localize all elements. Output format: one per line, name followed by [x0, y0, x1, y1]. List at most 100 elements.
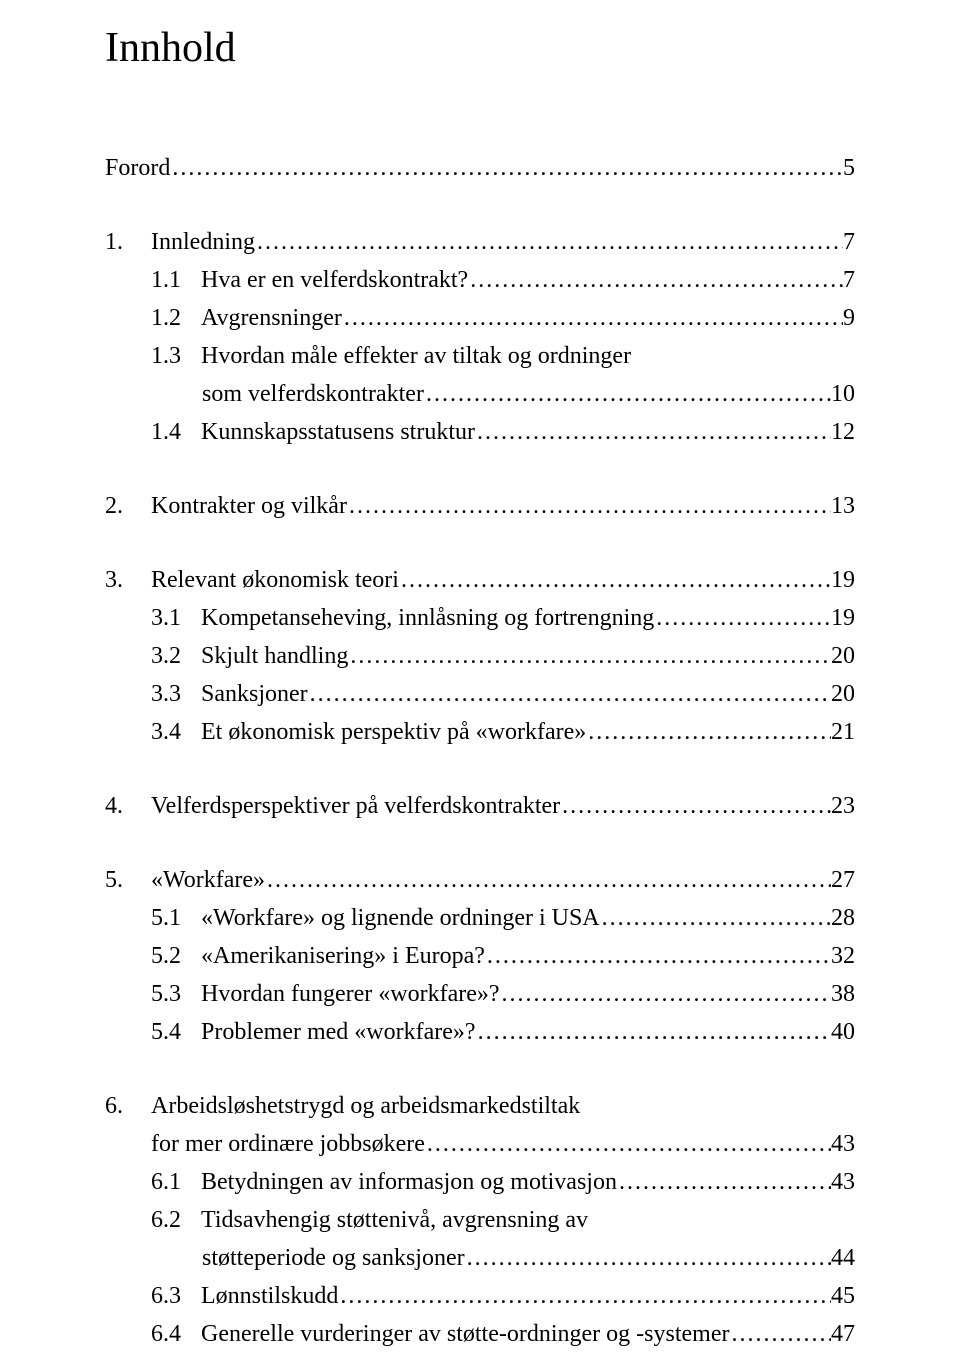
toc-gap: [105, 526, 855, 562]
toc-text: Skjult handling: [201, 643, 348, 669]
toc-text: Tidsavhengig støttenivå, avgrensning av: [201, 1207, 588, 1233]
toc-entry: 6.1Betydningen av informasjon og motivas…: [105, 1164, 855, 1200]
toc-page-number: 19: [831, 600, 855, 636]
toc-number: 2.: [105, 488, 151, 524]
toc-page-number: 20: [831, 676, 855, 712]
toc-entry: som velferdskontrakter 10: [105, 376, 855, 412]
toc-label: 3.4Et økonomisk perspektiv på «workfare»: [151, 714, 586, 750]
toc-text: Velferdsperspektiver på velferdskontrakt…: [151, 793, 560, 819]
toc-text: for mer ordinære jobbsøkere: [151, 1131, 425, 1157]
toc-label: 6.4Generelle vurderinger av støtte-ordni…: [151, 1316, 729, 1352]
toc-number: 3.2: [151, 638, 201, 674]
toc-label: 4.Velferdsperspektiver på velferdskontra…: [105, 788, 560, 824]
toc-leader-dots: [654, 600, 831, 636]
toc-entry: 2.Kontrakter og vilkår 13: [105, 488, 855, 524]
toc-page-number: 43: [831, 1126, 855, 1162]
toc-label: 6.1Betydningen av informasjon og motivas…: [151, 1164, 617, 1200]
toc-number: 6.: [105, 1088, 151, 1124]
toc-page-number: 7: [843, 262, 855, 298]
toc-label: 3.1Kompetanseheving, innlåsning og fortr…: [151, 600, 654, 636]
toc-text: Kontrakter og vilkår: [151, 493, 347, 519]
toc-label: 1.3Hvordan måle effekter av tiltak og or…: [151, 338, 631, 374]
toc-entry: Forord 5: [105, 150, 855, 186]
toc-entry: 1.Innledning 7: [105, 224, 855, 260]
toc-number: 5.1: [151, 900, 201, 936]
toc-text: Problemer med «workfare»?: [201, 1019, 476, 1045]
toc-number: 4.: [105, 788, 151, 824]
toc-leader-dots: [424, 376, 831, 412]
toc-leader-dots: [170, 150, 843, 186]
toc-label: støtteperiode og sanksjoner: [202, 1240, 465, 1276]
toc-leader-dots: [468, 262, 843, 298]
toc-label: 1.4Kunnskapsstatusens struktur: [151, 414, 475, 450]
toc-label: 5.2«Amerikanisering» i Europa?: [151, 938, 485, 974]
toc-page-number: 44: [831, 1240, 855, 1276]
toc-text: Et økonomisk perspektiv på «workfare»: [201, 719, 586, 745]
toc-text: Forord: [105, 155, 170, 181]
toc-gap: [105, 452, 855, 488]
toc-gap: [105, 188, 855, 224]
toc-label: 3.2Skjult handling: [151, 638, 348, 674]
toc-number: 5.: [105, 862, 151, 898]
toc-label: som velferdskontrakter: [202, 376, 424, 412]
toc-label: 1.2Avgrensninger: [151, 300, 342, 336]
toc-page-number: 13: [831, 488, 855, 524]
toc-number: 3.1: [151, 600, 201, 636]
toc-number: 6.4: [151, 1316, 201, 1352]
toc-entry: 3.3Sanksjoner 20: [105, 676, 855, 712]
toc-text: Lønnstilskudd: [201, 1283, 338, 1309]
toc-number: 6.1: [151, 1164, 201, 1200]
toc-leader-dots: [265, 862, 831, 898]
toc-page-number: 47: [831, 1316, 855, 1352]
page-title: Innhold: [105, 24, 855, 72]
toc-text: Generelle vurderinger av støtte-ordninge…: [201, 1321, 729, 1347]
toc-text: Hva er en velferdskontrakt?: [201, 267, 468, 293]
toc-leader-dots: [465, 1240, 831, 1276]
toc-page-number: 19: [831, 562, 855, 598]
toc-text: «Workfare» og lignende ordninger i USA: [201, 905, 600, 931]
toc-number: 5.2: [151, 938, 201, 974]
toc-page-number: 12: [831, 414, 855, 450]
toc-text: Kunnskapsstatusens struktur: [201, 419, 475, 445]
toc-leader-dots: [308, 676, 831, 712]
toc-entry: for mer ordinære jobbsøkere 43: [105, 1126, 855, 1162]
toc-label: 2.Kontrakter og vilkår: [105, 488, 347, 524]
toc-text: «Amerikanisering» i Europa?: [201, 943, 485, 969]
toc-number: 1.4: [151, 414, 201, 450]
toc-page-number: 40: [831, 1014, 855, 1050]
toc-number: 1.1: [151, 262, 201, 298]
toc-number: 5.4: [151, 1014, 201, 1050]
toc-page-number: 27: [831, 862, 855, 898]
toc-page-number: 23: [831, 788, 855, 824]
toc-entry: 1.1Hva er en velferdskontrakt? 7: [105, 262, 855, 298]
toc-label: Forord: [105, 150, 170, 186]
toc-entry: 6.3Lønnstilskudd 45: [105, 1278, 855, 1314]
toc-leader-dots: [560, 788, 831, 824]
toc-number: 3.: [105, 562, 151, 598]
toc-entry: 5.1«Workfare» og lignende ordninger i US…: [105, 900, 855, 936]
toc-entry: 3.2Skjult handling 20: [105, 638, 855, 674]
toc-label: 3.3Sanksjoner: [151, 676, 308, 712]
toc-page-number: 20: [831, 638, 855, 674]
toc-label: for mer ordinære jobbsøkere: [151, 1126, 425, 1162]
toc-number: 1.3: [151, 338, 201, 374]
toc-entry: støtteperiode og sanksjoner 44: [105, 1240, 855, 1276]
toc-number: 5.3: [151, 976, 201, 1012]
toc-leader-dots: [338, 1278, 831, 1314]
toc-entry: 5.3Hvordan fungerer «workfare»? 38: [105, 976, 855, 1012]
toc-leader-dots: [347, 488, 831, 524]
toc-entry: 3.1Kompetanseheving, innlåsning og fortr…: [105, 600, 855, 636]
toc-leader-dots: [425, 1126, 831, 1162]
toc-label: 5.3Hvordan fungerer «workfare»?: [151, 976, 500, 1012]
toc-leader-dots: [399, 562, 831, 598]
toc-text: Sanksjoner: [201, 681, 308, 707]
toc-entry: 4.Velferdsperspektiver på velferdskontra…: [105, 788, 855, 824]
toc-number: 1.: [105, 224, 151, 260]
toc-label: 6.Arbeidsløshetstrygd og arbeidsmarkedst…: [105, 1088, 580, 1124]
toc-label: 1.Innledning: [105, 224, 255, 260]
toc-page-number: 7: [843, 224, 855, 260]
toc-leader-dots: [586, 714, 831, 750]
toc-label: 6.2Tidsavhengig støttenivå, avgrensning …: [151, 1202, 588, 1238]
toc-label: 6.3Lønnstilskudd: [151, 1278, 338, 1314]
toc-page-number: 45: [831, 1278, 855, 1314]
